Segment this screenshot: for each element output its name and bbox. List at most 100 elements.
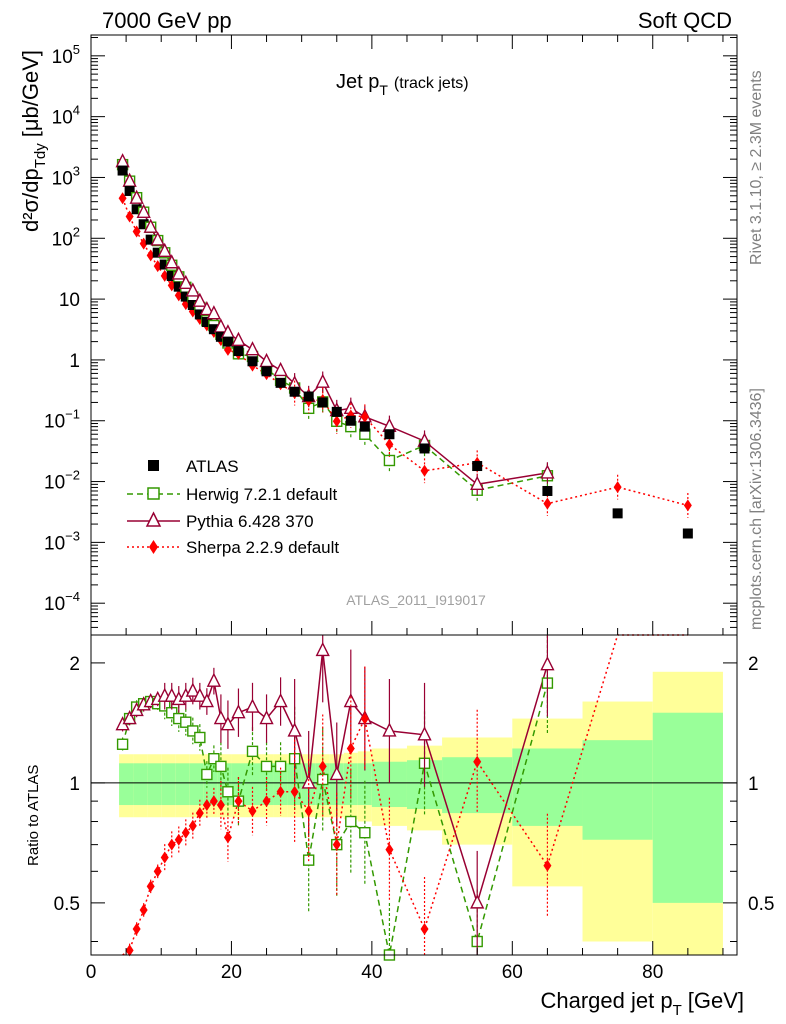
pythia-point xyxy=(540,464,555,479)
pythia-ratio-point xyxy=(315,641,330,657)
pythia-line xyxy=(121,161,548,486)
atlas-point xyxy=(233,346,244,357)
sherpa-ratio-point xyxy=(385,843,394,856)
y-tick-label: 102 xyxy=(52,224,80,250)
atlas-point xyxy=(194,309,205,320)
pythia-point xyxy=(178,274,193,290)
herwig-ratio-point xyxy=(187,725,199,737)
x-tick-label: 80 xyxy=(642,962,663,983)
atlas-point xyxy=(345,415,356,426)
sherpa-ratio-point xyxy=(181,826,190,839)
pythia-ratio-point xyxy=(164,687,179,702)
pythia-point xyxy=(315,373,330,388)
sherpa-ratio-point xyxy=(276,785,285,798)
sherpa-point xyxy=(160,269,169,282)
sherpa-ratio-point xyxy=(153,865,162,878)
x-tick-label: 60 xyxy=(502,962,523,983)
sherpa-ratio-point xyxy=(167,838,176,851)
pythia-ratio-point xyxy=(192,687,207,702)
herwig-ratio-point xyxy=(274,760,287,773)
atlas-point xyxy=(247,356,258,367)
sherpa-point xyxy=(146,249,155,262)
pythia-ratio-point xyxy=(231,704,246,719)
sherpa-ratio-point xyxy=(209,795,218,808)
atlas-point xyxy=(152,247,163,258)
x-axis-label: Charged jet pT [GeV] xyxy=(540,988,744,1019)
atlas-point xyxy=(419,443,430,454)
y-tick-label: 105 xyxy=(52,42,80,68)
sherpa-point xyxy=(543,497,552,510)
atlas-point xyxy=(215,331,226,342)
sherpa-ratio-point xyxy=(420,922,429,935)
legend-atlas: ATLAS xyxy=(148,457,239,476)
atlas-point xyxy=(384,429,395,440)
pythia-point xyxy=(164,254,179,269)
sherpa-ratio-point xyxy=(543,859,552,872)
atlas-point xyxy=(261,366,272,377)
pythia-ratio-point xyxy=(329,765,344,781)
legend: ATLAS Herwig 7.2.1 default Pythia 6.428 … xyxy=(127,457,339,557)
pythia-point xyxy=(231,331,246,347)
sherpa-ratio-point xyxy=(202,799,211,812)
y-axis-label: d²σ/dpTdy[μb/GeV] xyxy=(18,50,49,232)
band-inner xyxy=(189,763,204,806)
band-inner xyxy=(133,763,148,806)
herwig-point xyxy=(383,454,396,467)
sherpa-ratio-point xyxy=(304,805,313,818)
atlas-point xyxy=(472,461,483,472)
atlas-point xyxy=(166,270,177,281)
pythia-ratio-point xyxy=(540,656,555,671)
atlas-point xyxy=(159,259,170,270)
sherpa-ratio-point xyxy=(360,712,369,725)
sherpa-ratio-point xyxy=(146,880,155,893)
herwig-ratio-point xyxy=(180,716,192,728)
band-inner xyxy=(582,740,653,840)
pythia-point xyxy=(171,265,186,280)
sherpa-ratio-point xyxy=(139,903,148,916)
sherpa-ratio-point xyxy=(223,831,232,844)
sherpa-ratio-point xyxy=(290,785,299,798)
sherpa-ratio-point xyxy=(318,760,327,773)
legend-pythia-label: Pythia 6.428 370 xyxy=(186,512,314,531)
mcplots-label: mcplots.cern.ch [arXiv:1306.3436] xyxy=(748,388,765,630)
pythia-point xyxy=(273,361,288,377)
pythia-ratio-point xyxy=(199,692,214,708)
herwig-ratio-point xyxy=(260,760,273,773)
pythia-ratio-point xyxy=(245,698,260,713)
x-axis-ticks: 0 20 40 60 80 xyxy=(86,35,724,983)
sherpa-point xyxy=(683,499,692,512)
sherpa-point xyxy=(125,210,134,223)
x-tick-label: 20 xyxy=(221,962,242,983)
y-tick-label: 104 xyxy=(52,103,80,129)
atlas-point xyxy=(303,391,314,402)
sherpa-point xyxy=(118,192,127,205)
sherpa-ratio-point xyxy=(195,807,204,820)
atlas-point xyxy=(289,386,300,397)
legend-atlas-label: ATLAS xyxy=(186,457,239,476)
pythia-point xyxy=(206,305,222,320)
pythia-ratio-point xyxy=(213,710,229,725)
y-tick-label: 10−1 xyxy=(44,407,80,433)
process-label: Soft QCD xyxy=(638,8,732,33)
atlas-point xyxy=(117,165,128,176)
pythia-ratio-point xyxy=(273,692,288,708)
sherpa-ratio-point xyxy=(473,755,482,768)
atlas-point xyxy=(201,317,212,328)
atlas-point xyxy=(145,234,156,245)
legend-pythia: Pythia 6.428 370 xyxy=(127,511,314,531)
sherpa-ratio-point xyxy=(216,799,225,812)
pythia-point xyxy=(143,218,158,233)
herwig-line xyxy=(121,164,548,492)
band-inner xyxy=(161,763,176,806)
sherpa-ratio-point xyxy=(262,795,271,808)
sherpa-ratio-point xyxy=(174,833,183,846)
atlas-point xyxy=(124,185,135,196)
atlas-point xyxy=(317,397,328,408)
ratio-y-ticks: 0.5 0.5 1 1 2 2 xyxy=(54,654,774,943)
beam-label: 7000 GeV pp xyxy=(102,8,232,33)
pythia-ratio-point xyxy=(382,722,397,737)
ratio-tick-label-right: 2 xyxy=(748,654,759,675)
ratio-y-label: Ratio to ATLAS xyxy=(25,765,42,866)
legend-sherpa: Sherpa 2.2.9 default xyxy=(127,538,339,557)
